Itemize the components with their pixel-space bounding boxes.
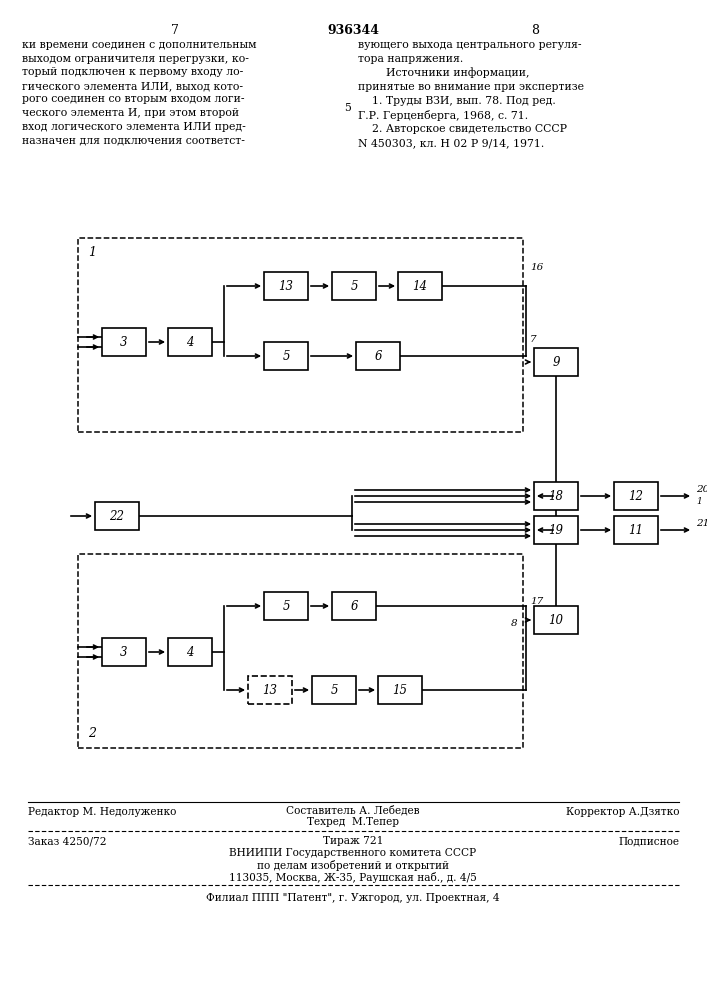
Text: 9: 9	[552, 356, 560, 368]
Text: Корректор А.Дзятко: Корректор А.Дзятко	[566, 807, 679, 817]
Text: 5: 5	[330, 684, 338, 696]
Bar	[168, 328, 212, 356]
Text: 5: 5	[344, 103, 351, 113]
Text: вующего выхода центрального регуля-
тора напряжения.
        Источники информаци: вующего выхода центрального регуля- тора…	[358, 40, 584, 148]
Bar	[168, 638, 212, 666]
Text: 16: 16	[530, 263, 543, 272]
Text: 19: 19	[549, 524, 563, 536]
Bar	[332, 592, 376, 620]
Text: 3: 3	[120, 646, 128, 658]
Bar	[312, 676, 356, 704]
Text: Составитель А. Лебедев: Составитель А. Лебедев	[286, 805, 420, 816]
Text: 12: 12	[629, 489, 643, 502]
Text: 5: 5	[282, 350, 290, 362]
Text: 11: 11	[629, 524, 643, 536]
Text: 7: 7	[171, 24, 179, 37]
Text: Подписное: Подписное	[618, 836, 679, 846]
Bar	[95, 502, 139, 530]
Bar	[248, 676, 292, 704]
Text: ВНИИПИ Государственного комитета СССР: ВНИИПИ Государственного комитета СССР	[230, 848, 477, 858]
Text: 22: 22	[110, 510, 124, 522]
Text: 13: 13	[279, 279, 293, 292]
Bar	[398, 272, 442, 300]
Text: 21: 21	[696, 518, 707, 528]
Text: 2: 2	[88, 727, 96, 740]
Text: Тираж 721: Тираж 721	[323, 836, 383, 846]
Text: Заказ 4250/72: Заказ 4250/72	[28, 836, 107, 846]
Text: 6: 6	[374, 350, 382, 362]
Text: Техред  М.Тепер: Техред М.Тепер	[307, 817, 399, 827]
Text: 8: 8	[510, 619, 518, 629]
Text: 4: 4	[186, 646, 194, 658]
Text: 15: 15	[392, 684, 407, 696]
Text: 4: 4	[186, 336, 194, 349]
Text: 18: 18	[549, 489, 563, 502]
Text: 7: 7	[530, 336, 537, 344]
Text: 14: 14	[412, 279, 428, 292]
Text: 113035, Москва, Ж-35, Раушская наб., д. 4/5: 113035, Москва, Ж-35, Раушская наб., д. …	[229, 872, 477, 883]
Text: 10: 10	[549, 613, 563, 626]
Text: Редактор М. Недолуженко: Редактор М. Недолуженко	[28, 807, 176, 817]
Text: Филиал ППП "Патент", г. Ужгород, ул. Проектная, 4: Филиал ППП "Патент", г. Ужгород, ул. Про…	[206, 893, 500, 903]
Bar	[264, 272, 308, 300]
Text: 5: 5	[350, 279, 358, 292]
Bar	[102, 638, 146, 666]
Text: по делам изобретений и открытий: по делам изобретений и открытий	[257, 860, 449, 871]
Text: 13: 13	[262, 684, 278, 696]
Bar	[78, 554, 523, 748]
Bar	[534, 348, 578, 376]
Text: 1: 1	[88, 246, 96, 259]
Bar	[614, 482, 658, 510]
Text: 20: 20	[696, 485, 707, 493]
Text: 8: 8	[531, 24, 539, 37]
Bar	[78, 238, 523, 432]
Bar	[356, 342, 400, 370]
Text: 936344: 936344	[327, 24, 379, 37]
Bar	[264, 342, 308, 370]
Text: ки времени соединен с дополнительным
выходом ограничителя перегрузки, ко-
торый : ки времени соединен с дополнительным вых…	[22, 40, 257, 145]
Text: 17: 17	[530, 597, 543, 606]
Bar	[534, 516, 578, 544]
Text: 6: 6	[350, 599, 358, 612]
Bar	[378, 676, 422, 704]
Text: 1: 1	[696, 497, 702, 506]
Bar	[534, 482, 578, 510]
Bar	[102, 328, 146, 356]
Text: 3: 3	[120, 336, 128, 349]
Bar	[264, 592, 308, 620]
Bar	[534, 606, 578, 634]
Text: 5: 5	[282, 599, 290, 612]
Bar	[614, 516, 658, 544]
Bar	[332, 272, 376, 300]
